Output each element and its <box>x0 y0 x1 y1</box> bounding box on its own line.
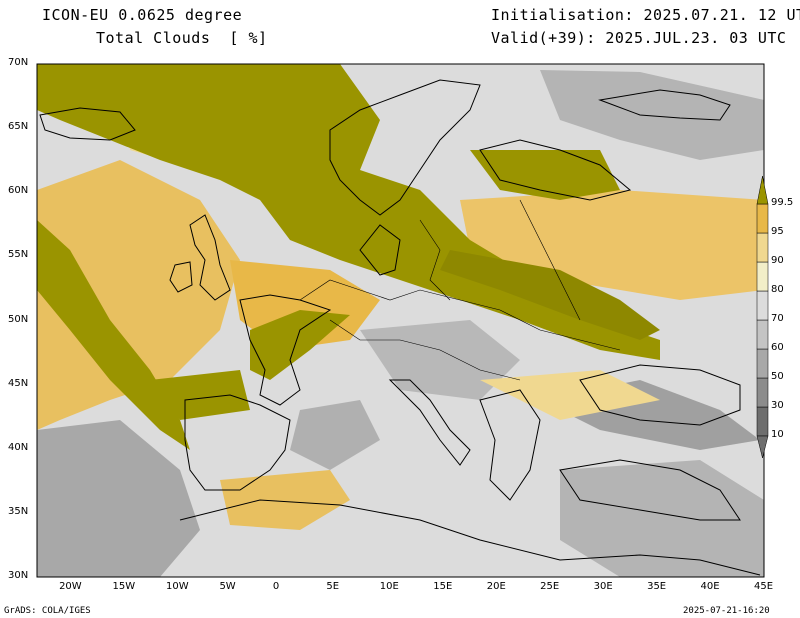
lat-label: 60N <box>8 185 29 197</box>
grey-cloud-north-russia <box>540 70 764 160</box>
colorbar-segment <box>756 203 769 234</box>
colorbar-label: 90 <box>771 255 784 266</box>
overcast-band-atlantic <box>37 220 190 450</box>
colorbar-segment <box>756 406 769 437</box>
lon-label: 5E <box>326 581 340 592</box>
coast-scandinavia <box>329 79 481 216</box>
lat-label: 45N <box>8 377 29 389</box>
lat-label: 35N <box>8 505 29 517</box>
colorbar-segment <box>756 261 769 292</box>
colorbar-label: 50 <box>771 371 784 382</box>
colorbar-label: 99.5 <box>771 197 794 208</box>
lat-label: 65N <box>8 121 29 133</box>
colorbar-segment <box>756 348 769 379</box>
colorbar <box>756 175 769 459</box>
colorbar-segment <box>756 290 769 321</box>
overcast-band-east <box>440 250 660 340</box>
lon-label: 35E <box>647 581 667 592</box>
model-title: ICON-EU 0.0625 degree <box>42 6 243 24</box>
lon-label: 10E <box>379 581 399 592</box>
lon-label: 20W <box>59 581 82 592</box>
init-time: Initialisation: 2025.07.21. 12 UTC <box>491 6 800 24</box>
field-title: Total Clouds [ %] <box>96 29 268 47</box>
colorbar-label: 30 <box>771 400 784 411</box>
coast-ireland <box>169 261 193 293</box>
colorbar-segment <box>756 377 769 408</box>
overcast-band-iberia-north <box>150 370 250 420</box>
lat-label: 50N <box>8 313 29 325</box>
map-field <box>37 64 764 577</box>
colorbar-label: 95 <box>771 226 784 237</box>
border-alpine <box>329 319 521 381</box>
colorbar-segment <box>756 232 769 263</box>
lat-label: 70N <box>8 57 29 68</box>
lon-label: 0 <box>272 581 280 592</box>
coast-finland <box>479 139 632 201</box>
colorbar-label: 80 <box>771 284 784 295</box>
coast-iceland <box>39 107 136 141</box>
overcast-band-finland <box>470 150 620 200</box>
colorbar-segment <box>756 319 769 350</box>
coast-denmark <box>359 224 401 276</box>
lat-label: 40N <box>8 441 29 453</box>
coast-anatolia <box>559 459 741 521</box>
colorbar-label: 10 <box>771 429 784 440</box>
lon-label: 25E <box>540 581 560 592</box>
coast-black-sea <box>579 364 741 426</box>
border-poland <box>419 219 451 301</box>
lon-label: 5W <box>219 581 236 592</box>
gold-cloud-atlantic <box>37 160 240 430</box>
coast-kola <box>598 89 731 121</box>
grey-cloud-mediterranean <box>290 400 380 470</box>
coast-great-britain <box>189 214 231 301</box>
coastlines <box>39 79 761 576</box>
colorbar-arrow-bottom <box>756 435 769 459</box>
lon-label: 45E <box>754 581 774 592</box>
grey-cloud-atlantic-south <box>37 420 200 577</box>
grey-cloud-anatolia <box>560 460 764 577</box>
border-baltic <box>519 199 581 321</box>
lon-label: 20E <box>486 581 506 592</box>
coast-france <box>239 294 332 406</box>
lat-label: 30N <box>8 570 29 581</box>
lat-label: 55N <box>8 249 29 261</box>
overcast-band-biscay <box>250 310 350 380</box>
coast-balkans <box>479 389 541 501</box>
gold-cloud-balkans <box>480 370 660 420</box>
grads-credit: GrADS: COLA/IGES <box>4 606 91 616</box>
coast-italy <box>388 379 471 466</box>
lon-label: 30E <box>593 581 613 592</box>
lon-label: 15W <box>112 581 136 592</box>
lon-label: 15E <box>433 581 453 592</box>
gold-cloud-east <box>460 190 764 300</box>
lon-label: 10W <box>165 581 189 592</box>
colorbar-arrow-top <box>756 175 769 205</box>
valid-time: Valid(+39): 2025.JUL.23. 03 UTC <box>491 29 787 47</box>
colorbar-label: 60 <box>771 342 784 353</box>
country-borders <box>299 199 621 381</box>
border-central-europe <box>299 279 621 351</box>
gold-cloud-north-africa <box>220 470 350 530</box>
coast-iberia <box>184 394 291 491</box>
render-timestamp: 2025-07-21-16:20 <box>683 606 770 616</box>
coast-north-africa <box>179 499 761 576</box>
lon-label: 40E <box>700 581 720 592</box>
colorbar-label: 70 <box>771 313 784 324</box>
